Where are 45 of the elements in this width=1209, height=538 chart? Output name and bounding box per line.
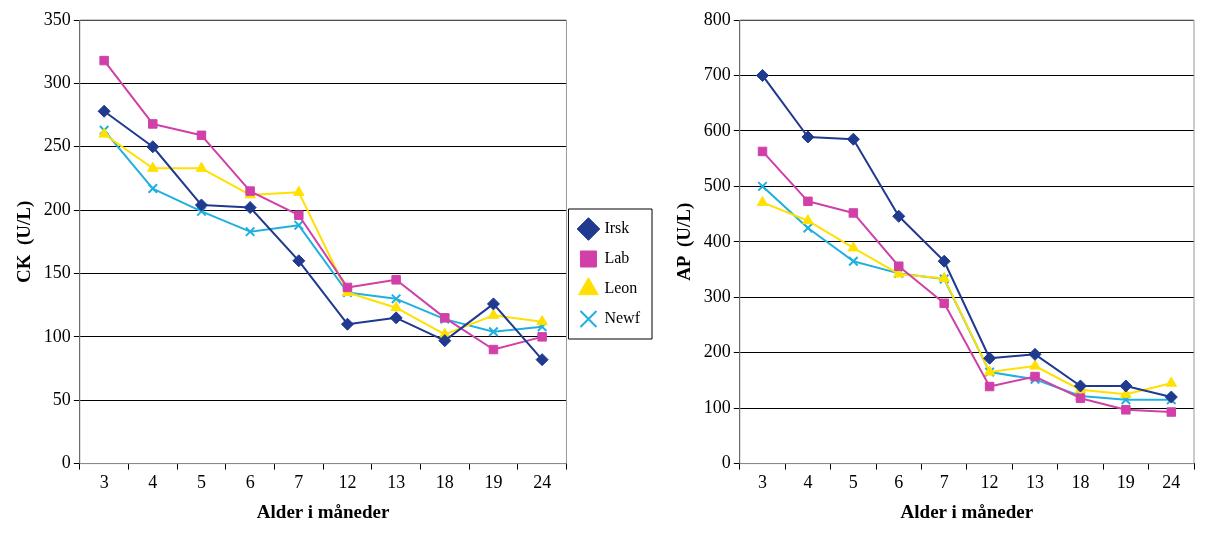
x-tick-label: 12 [980,472,999,493]
y-tick-label: 200 [43,198,71,219]
x-tick-label: 19 [484,472,503,493]
y-tick-label: 600 [703,119,731,140]
x-tick-label: 13 [1026,472,1045,493]
y-tick-label: 700 [703,64,731,85]
legend-label: Leon [604,279,638,297]
x-tick-label: 12 [338,472,357,493]
x-tick-label: 5 [196,472,206,493]
y-tick-label: 200 [703,341,731,362]
y-axis-title: AP (U/L) [673,202,696,281]
y-axis-title: CK (U/L) [13,200,36,283]
x-tick-label: 18 [1071,472,1090,493]
y-tick-label: 800 [703,8,731,29]
x-tick-label: 18 [435,472,454,493]
y-tick-label: 50 [52,388,71,409]
y-tick-label: 300 [703,285,731,306]
y-tick-label: 250 [43,135,71,156]
y-tick-label: 100 [43,325,71,346]
y-tick-label: 300 [43,72,71,93]
x-tick-label: 19 [1116,472,1135,493]
x-tick-label: 13 [387,472,406,493]
x-tick-label: 4 [803,472,813,493]
legend-label: Irsk [604,219,630,237]
x-tick-label: 4 [148,472,158,493]
x-tick-label: 24 [1162,472,1181,493]
y-tick-label: 100 [703,396,731,417]
y-tick-label: 400 [703,230,731,251]
y-tick-label: 500 [703,175,731,196]
y-tick-label: 0 [721,452,731,473]
y-tick-label: 150 [43,262,71,283]
x-axis-title: Alder i måneder [900,500,1034,522]
legend-label: Newf [604,309,641,327]
x-tick-label: 3 [99,472,109,493]
legend-label: Lab [604,249,630,267]
x-tick-label: 24 [533,472,552,493]
y-tick-label: 0 [61,452,71,473]
x-tick-label: 5 [848,472,858,493]
x-tick-label: 6 [245,472,255,493]
x-tick-label: 7 [939,472,949,493]
x-axis-title: Alder i måneder [256,500,391,522]
y-tick-label: 350 [43,8,71,29]
x-tick-label: 7 [294,472,304,493]
x-tick-label: 3 [758,472,768,493]
x-tick-label: 6 [894,472,904,493]
